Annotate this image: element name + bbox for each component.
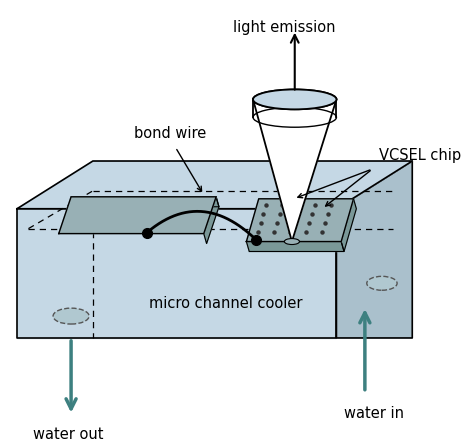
Polygon shape bbox=[246, 199, 354, 242]
Polygon shape bbox=[17, 209, 337, 338]
Polygon shape bbox=[59, 197, 216, 234]
Ellipse shape bbox=[367, 277, 397, 290]
Polygon shape bbox=[341, 199, 356, 252]
Ellipse shape bbox=[284, 239, 300, 244]
Polygon shape bbox=[253, 99, 337, 242]
Text: VCSEL chip: VCSEL chip bbox=[379, 148, 461, 163]
Text: water in: water in bbox=[344, 405, 404, 421]
Text: light emission: light emission bbox=[233, 20, 336, 35]
Text: water out: water out bbox=[33, 427, 103, 442]
Polygon shape bbox=[337, 161, 412, 338]
Polygon shape bbox=[204, 197, 219, 244]
Text: micro channel cooler: micro channel cooler bbox=[149, 296, 302, 311]
Ellipse shape bbox=[253, 90, 337, 109]
Text: bond wire: bond wire bbox=[135, 126, 207, 141]
Polygon shape bbox=[17, 161, 412, 209]
Polygon shape bbox=[71, 197, 219, 207]
Ellipse shape bbox=[53, 308, 89, 324]
Ellipse shape bbox=[253, 90, 337, 109]
Polygon shape bbox=[246, 242, 344, 252]
